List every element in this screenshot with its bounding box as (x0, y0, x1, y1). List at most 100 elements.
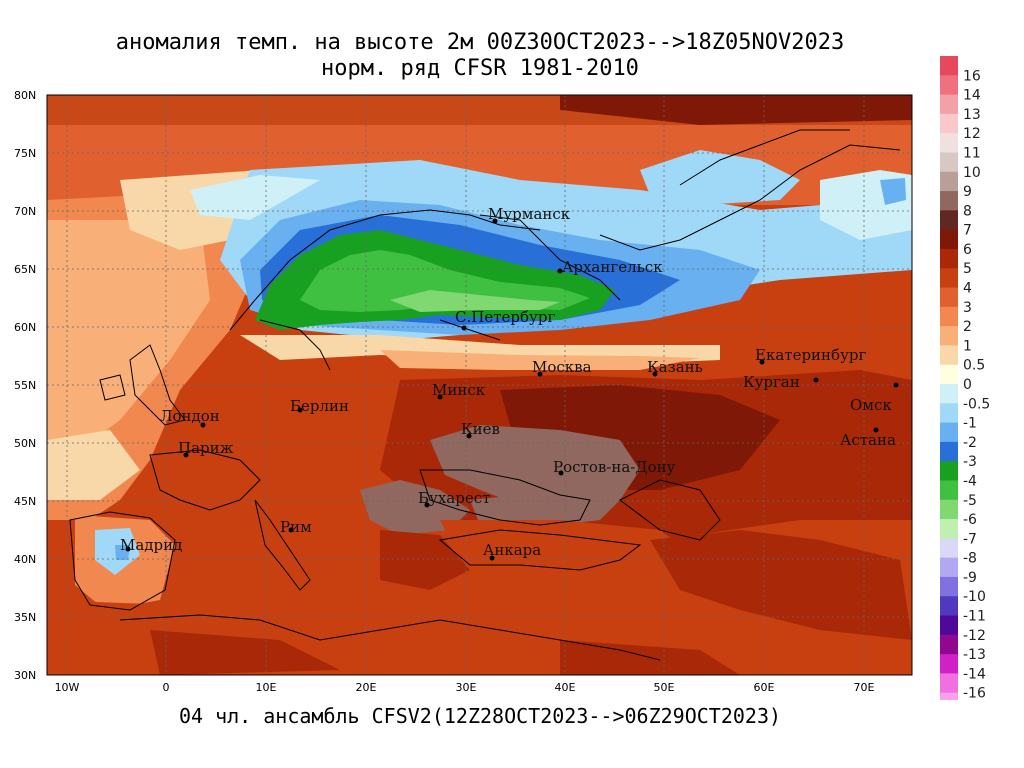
colorbar-label: 13 (963, 107, 981, 123)
colorbar-swatch (940, 287, 958, 308)
city-dot-omsk (893, 382, 899, 388)
lat-tick: 40N (14, 553, 36, 566)
colorbar-label: 7 (963, 223, 972, 239)
city-label-ankara: Анкара (483, 541, 541, 559)
colorbar-label: 12 (963, 126, 981, 142)
colorbar-label: -12 (963, 628, 986, 644)
graticule (47, 95, 912, 675)
colorbar-swatch (940, 557, 958, 578)
city-label-paris: Париж (178, 439, 234, 457)
city-label-arkhangelsk: Архангельск (562, 258, 663, 276)
lat-tick: 70N (14, 205, 36, 218)
city-label-moscow: Москва (532, 358, 592, 376)
lat-tick: 55N (14, 379, 36, 392)
colorbar-swatch (940, 596, 958, 617)
colorbar-swatch (940, 692, 958, 700)
colorbar-label: -3 (963, 454, 977, 470)
city-dot-ankara (489, 555, 495, 561)
city-label-rostov: Ростов-на-Дону (553, 458, 676, 476)
colorbar-label: -9 (963, 570, 977, 586)
colorbar-label: 9 (963, 184, 972, 200)
lon-tick: 20E (356, 681, 377, 694)
colorbar-swatch (940, 75, 958, 96)
coastlines (69, 129, 901, 661)
colorbar-label: -13 (963, 647, 986, 663)
city-dot-kazan (652, 371, 658, 377)
city-dot-yekaterinburg (759, 359, 765, 365)
colorbar-label: 0.5 (963, 358, 985, 374)
city-label-astana: Астана (840, 431, 896, 449)
colorbar-swatch (940, 615, 958, 636)
lon-tick: 50E (654, 681, 675, 694)
city-dot-rostov (558, 470, 564, 476)
colorbar-swatch (940, 191, 958, 211)
city-label-murmansk: Мурманск (488, 205, 571, 223)
colorbar-label: 0 (963, 377, 972, 393)
map-title-line2: норм. ряд CFSR 1981-2010 (321, 56, 639, 81)
lat-tick: 30N (14, 669, 36, 682)
colorbar-swatch (940, 133, 958, 153)
city-label-rome: Рим (280, 518, 312, 536)
colorbar-swatch (940, 152, 958, 173)
city-dot-astana (873, 427, 879, 433)
colorbar-swatch (940, 229, 958, 250)
city-dot-arkhangelsk (557, 268, 563, 274)
cities: Мурманск Архангельск С.Петербург Москва … (120, 205, 899, 561)
city-dot-london (200, 422, 206, 428)
city-dot-rome (288, 527, 294, 533)
colorbar-swatch (940, 171, 958, 192)
city-dot-paris (183, 452, 189, 458)
lon-ticks: 10W 0 10E 20E 30E 40E 50E 60E 70E (55, 681, 875, 694)
colorbar-swatch (940, 499, 958, 520)
colorbar-swatch (940, 480, 958, 501)
colorbar-label: -6 (963, 512, 977, 528)
colorbar-swatch (940, 326, 958, 346)
colorbar-swatch (940, 345, 958, 366)
city-dot-berlin (297, 407, 303, 413)
lon-tick: 60E (754, 681, 775, 694)
colorbar-label: -4 (963, 473, 977, 489)
colorbar-swatch (940, 422, 958, 443)
city-label-yekaterinburg: Екатеринбург (755, 346, 866, 364)
lon-tick: 10E (256, 681, 277, 694)
lat-tick: 35N (14, 611, 36, 624)
city-dot-murmansk (492, 218, 498, 224)
colorbar-label: -0.5 (963, 396, 990, 412)
city-label-kiev: Киев (461, 420, 500, 438)
colorbar-label: -14 (963, 666, 986, 682)
lon-tick: 70E (854, 681, 875, 694)
city-dot-bucharest (424, 502, 430, 508)
colorbar-swatch (940, 94, 958, 115)
lat-tick: 45N (14, 495, 36, 508)
lon-tick: 10W (55, 681, 80, 694)
colorbar-label: 2 (963, 319, 972, 335)
colorbar-swatch (940, 306, 958, 327)
colorbar-swatch (940, 673, 958, 694)
colorbar-label: -2 (963, 435, 977, 451)
colorbar-label: 4 (963, 281, 972, 297)
colorbar-swatch (940, 268, 958, 289)
ensemble-footer: 04 чл. ансамбль CFSV2(12Z28OCT2023-->06Z… (178, 704, 782, 728)
colorbar-swatch (940, 210, 958, 231)
colorbar-swatch (940, 56, 958, 76)
colorbar-label: -16 (963, 686, 986, 700)
colorbar-label: 11 (963, 145, 981, 161)
colorbar-label: 10 (963, 165, 981, 181)
colorbar-label: -1 (963, 416, 977, 432)
city-label-stpetersburg: С.Петербург (455, 308, 555, 326)
colorbar-label: 16 (963, 68, 981, 84)
lat-tick: 50N (14, 437, 36, 450)
colorbar-swatch (940, 248, 958, 269)
city-dot-stpetersburg (461, 325, 467, 331)
colorbar-label: 3 (963, 300, 972, 316)
lat-tick: 80N (14, 89, 36, 102)
colorbar-swatch (940, 461, 958, 481)
colorbar-swatch (940, 634, 958, 655)
city-label-bucharest: Бухарест (418, 489, 490, 507)
colorbar-label: 8 (963, 203, 972, 219)
colorbar-label: 14 (963, 88, 981, 104)
lon-tick: 30E (456, 681, 477, 694)
lat-ticks: 80N 75N 70N 65N 60N 55N 50N 45N 40N 35N … (14, 89, 36, 682)
colorbar-label: -8 (963, 551, 977, 567)
colorbar-label: 5 (963, 261, 972, 277)
